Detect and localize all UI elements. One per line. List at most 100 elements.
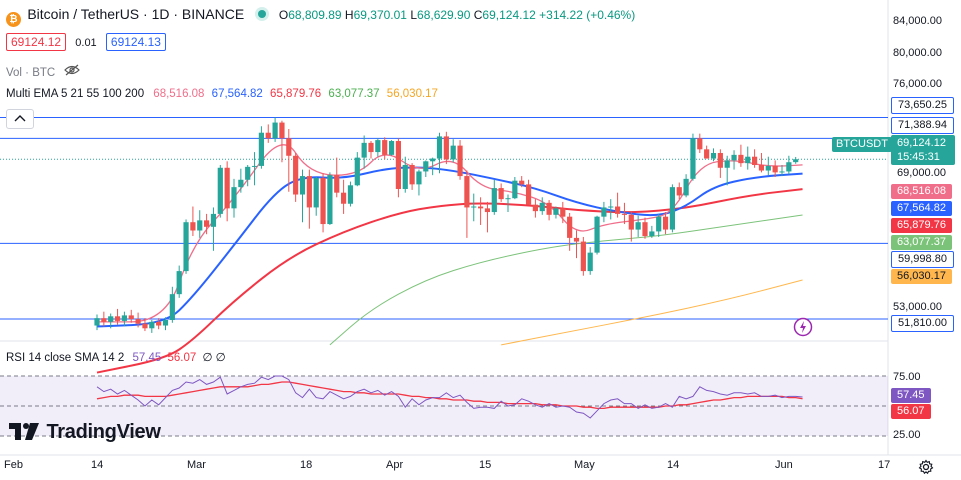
last-price-value: 69,124.12 [897, 137, 946, 149]
ema-line-ema200 [501, 279, 803, 346]
candle-body [238, 179, 244, 188]
candle-body [478, 206, 484, 209]
candle-body [231, 187, 237, 209]
candle-body [457, 145, 463, 177]
candle-body [772, 165, 778, 173]
candle-body [546, 202, 552, 215]
candle-body [532, 204, 538, 212]
candle-body [608, 206, 614, 208]
candle-body [156, 321, 162, 326]
time-tick: May [574, 459, 595, 471]
candle-body [279, 122, 285, 139]
candle-body [169, 294, 175, 320]
rsi-sma-tag: 56.07 [891, 404, 931, 419]
candle-body [430, 158, 436, 162]
eye-hidden-icon[interactable] [64, 64, 81, 79]
collapse-legend-button[interactable] [6, 109, 34, 129]
ema21-value: 67,564.82 [211, 88, 263, 100]
candle-body [793, 159, 799, 163]
candle-body [286, 138, 292, 156]
candle-body [697, 138, 703, 150]
candle-body [149, 321, 155, 329]
ema-legend: Multi EMA 5 21 55 100 200 68,516.08 67,5… [6, 88, 438, 100]
rsi-legend-label[interactable]: RSI 14 close SMA 14 2 [6, 352, 125, 364]
candle-body [388, 141, 395, 155]
candle-body [416, 171, 422, 185]
ema-line-ema21 [96, 166, 803, 328]
chart-header: ₿ Bitcoin / TetherUS · 1D · BINANCE O68,… [6, 6, 635, 27]
candle-body [402, 165, 408, 189]
hline-tag-71388[interactable]: 71,388.94 [891, 117, 954, 134]
candle-body [217, 167, 223, 214]
ema200-value: 56,030.17 [386, 88, 438, 100]
chevron-up-icon [14, 115, 26, 122]
hline-tag-51810[interactable]: 51,810.00 [891, 315, 954, 332]
lightning-alert-icon[interactable] [793, 317, 813, 342]
candle-body [347, 185, 354, 204]
ema5-tag: 68,516.08 [891, 184, 952, 199]
time-tick: 18 [300, 459, 313, 471]
candle-body [121, 315, 127, 321]
candle-body [752, 156, 758, 165]
rsi-tick: 75.00 [893, 371, 921, 383]
ema-legend-label[interactable]: Multi EMA 5 21 55 100 200 [6, 88, 145, 100]
candle-body [560, 208, 566, 217]
hline-tag-73650[interactable]: 73,650.25 [891, 97, 954, 114]
time-tick: Jun [775, 459, 793, 471]
candle-body [409, 165, 415, 185]
candle-body [717, 153, 723, 168]
time-tick: Feb [4, 459, 23, 471]
low-label: L [410, 8, 418, 22]
change-value: +314.22 (+0.46%) [539, 8, 636, 22]
ema-line-ema100 [329, 214, 803, 346]
ohlc-values: O68,809.89 H69,370.01 L68,629.90 C69,124… [279, 8, 635, 22]
trade-panel: 69124.12 0.01 69124.13 [6, 33, 166, 51]
candle-body [649, 231, 655, 237]
buy-button[interactable]: 69124.13 [105, 33, 166, 51]
countdown-value: 15:45:31 [897, 151, 940, 163]
tradingview-logo[interactable]: TradingView [8, 420, 161, 444]
close-value: 69,124.12 [482, 8, 536, 22]
symbol-title[interactable]: Bitcoin / TetherUS · 1D · BINANCE [27, 6, 245, 22]
candle-body [245, 166, 251, 180]
candle-body [299, 176, 306, 195]
candle-body [265, 132, 271, 139]
gear-icon[interactable] [918, 459, 934, 480]
rsi-tag: 57.45 [891, 388, 931, 403]
candle-body [423, 161, 429, 172]
ema200-tag: 56,030.17 [891, 269, 952, 284]
candle-body [573, 237, 580, 242]
candle-body [293, 155, 299, 195]
time-tick: 17 [878, 459, 891, 471]
high-value: 69,370.01 [353, 8, 407, 22]
rsi-tick: 25.00 [893, 429, 921, 441]
candle-body [443, 136, 449, 160]
bitcoin-icon: ₿ [6, 12, 21, 27]
candle-body [162, 319, 169, 326]
rsi-value: 57.45 [132, 352, 162, 364]
candle-body [615, 206, 621, 214]
candle-body [710, 153, 717, 159]
open-label: O [278, 8, 289, 22]
candle-body [354, 157, 360, 186]
candle-body [382, 140, 388, 155]
sell-button[interactable]: 69124.12 [6, 33, 67, 51]
candle-body [128, 315, 134, 320]
candle-body [580, 241, 586, 272]
market-status-icon [257, 10, 266, 18]
candle-body [190, 222, 196, 231]
price-tick: 76,000.00 [893, 78, 942, 90]
hline-tag-59998[interactable]: 59,998.80 [891, 251, 954, 268]
candle-body [704, 149, 710, 159]
candle-body [594, 216, 600, 253]
last-price-tag[interactable]: 69,124.12 15:45:31 [891, 135, 955, 165]
candle-body [621, 213, 628, 215]
candle-body [327, 175, 333, 225]
candle-body [375, 140, 381, 153]
candle-body [464, 176, 470, 208]
candle-body [313, 177, 319, 208]
price-tick: 53,000.00 [893, 301, 942, 313]
candle-body [683, 178, 689, 196]
candle-body [676, 187, 682, 196]
